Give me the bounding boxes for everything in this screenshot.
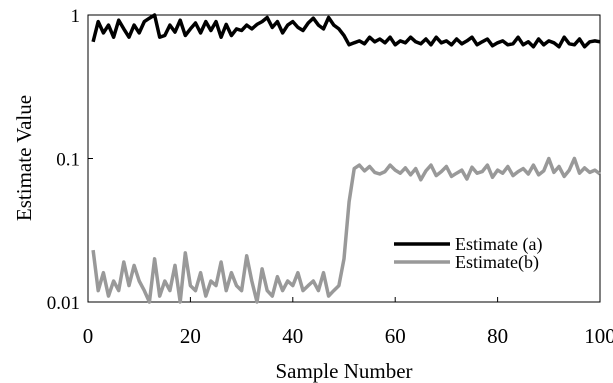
- legend-label: Estimate(b): [455, 252, 539, 273]
- series-line-2: [91, 156, 602, 304]
- x-axis: 0 20 40 60 80 100: [83, 297, 613, 348]
- x-tick-label: 80: [487, 324, 508, 348]
- x-tick-label: 40: [282, 324, 303, 348]
- x-tick-label: 60: [385, 324, 406, 348]
- series-line-1: [91, 13, 601, 49]
- legend-label: Estimate (a): [455, 234, 542, 255]
- y-tick-label: 1: [71, 6, 81, 27]
- x-tick-label: 20: [180, 324, 201, 348]
- y-tick-label: 0.01: [47, 293, 80, 314]
- y-axis: 0.01 0.1 1: [47, 6, 93, 314]
- x-axis-label: Sample Number: [275, 359, 412, 383]
- y-axis-label: Estimate Value: [12, 95, 36, 221]
- y-tick-label: 0.1: [56, 150, 80, 171]
- x-tick-label: 100: [584, 324, 613, 348]
- legend: Estimate (a)Estimate(b): [394, 234, 542, 273]
- x-tick-label: 0: [83, 324, 94, 348]
- series-layer: [91, 13, 602, 304]
